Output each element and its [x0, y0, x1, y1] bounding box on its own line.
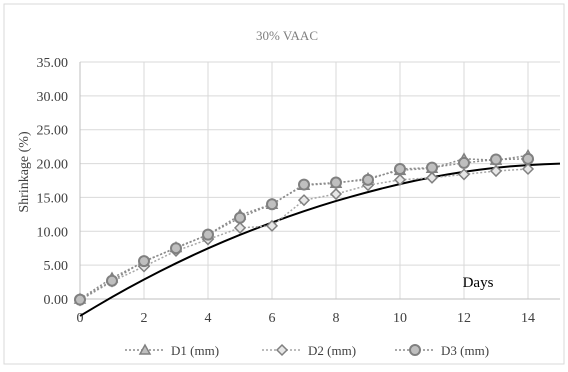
data-point: [393, 173, 407, 186]
data-point: [522, 152, 534, 165]
y-tick-label: 35.00: [37, 56, 69, 71]
data-point: [234, 211, 246, 224]
legend-item: D1 (mm): [125, 343, 219, 358]
data-point: [298, 178, 310, 191]
data-point: [233, 221, 247, 234]
trendline-curve: [79, 162, 561, 317]
x-tick-label: 4: [205, 311, 212, 326]
data-point: [138, 255, 150, 268]
legend-label: D3 (mm): [441, 343, 489, 358]
data-point: [202, 228, 214, 241]
data-point: [490, 153, 502, 166]
y-tick-label: 5.00: [44, 259, 69, 274]
legend-item: D3 (mm): [395, 343, 489, 358]
data-point: [457, 168, 471, 181]
series-3: [74, 152, 534, 306]
x-tick-label: 2: [141, 311, 148, 326]
data-point: [265, 219, 279, 232]
x-tick-label: 6: [269, 311, 276, 326]
y-tick-label: 15.00: [37, 191, 69, 206]
legend-marker: [138, 343, 152, 355]
y-tick-label: 10.00: [37, 225, 69, 240]
data-point: [74, 293, 86, 306]
x-axis-label: Days: [463, 275, 494, 291]
legend-marker: [409, 344, 421, 356]
data-point: [394, 162, 406, 175]
grid: [80, 61, 560, 299]
x-tick-label: 0: [77, 311, 84, 326]
data-point: [297, 194, 311, 207]
series-group: [73, 148, 535, 307]
legend-label: D1 (mm): [171, 343, 219, 358]
data-point: [426, 161, 438, 174]
y-axis-label: Shrinkage (%): [17, 131, 32, 213]
trendline: [79, 162, 561, 317]
legend-marker: [275, 343, 289, 357]
y-tick-label: 20.00: [37, 158, 69, 173]
data-point: [489, 164, 503, 178]
data-point: [106, 274, 118, 287]
legend-label: D2 (mm): [308, 343, 356, 358]
legend: D1 (mm) D2 (mm) D3 (mm): [125, 343, 489, 358]
x-tick-label: 12: [457, 311, 471, 326]
legend-item: D2 (mm): [262, 343, 356, 358]
x-tick-label: 8: [333, 311, 340, 326]
data-point: [521, 162, 535, 176]
data-point: [362, 173, 374, 186]
y-tick-label: 30.00: [37, 90, 69, 105]
y-tick-label: 25.00: [37, 124, 69, 139]
y-tick-label: 0.00: [44, 293, 69, 308]
chart-border: [3, 3, 565, 365]
data-point: [425, 171, 439, 184]
data-point: [170, 242, 182, 255]
x-tick-label: 10: [393, 311, 407, 326]
data-point: [329, 187, 343, 201]
axes: 0.00 5.00 10.00 15.00 20.00 25.00 30.00 35.00 0 2…: [37, 56, 560, 326]
data-point: [266, 198, 278, 211]
data-point: [330, 176, 342, 189]
chart-title: 30% VAAC: [256, 28, 318, 43]
x-tick-label: 14: [521, 311, 535, 326]
data-point: [458, 156, 470, 169]
